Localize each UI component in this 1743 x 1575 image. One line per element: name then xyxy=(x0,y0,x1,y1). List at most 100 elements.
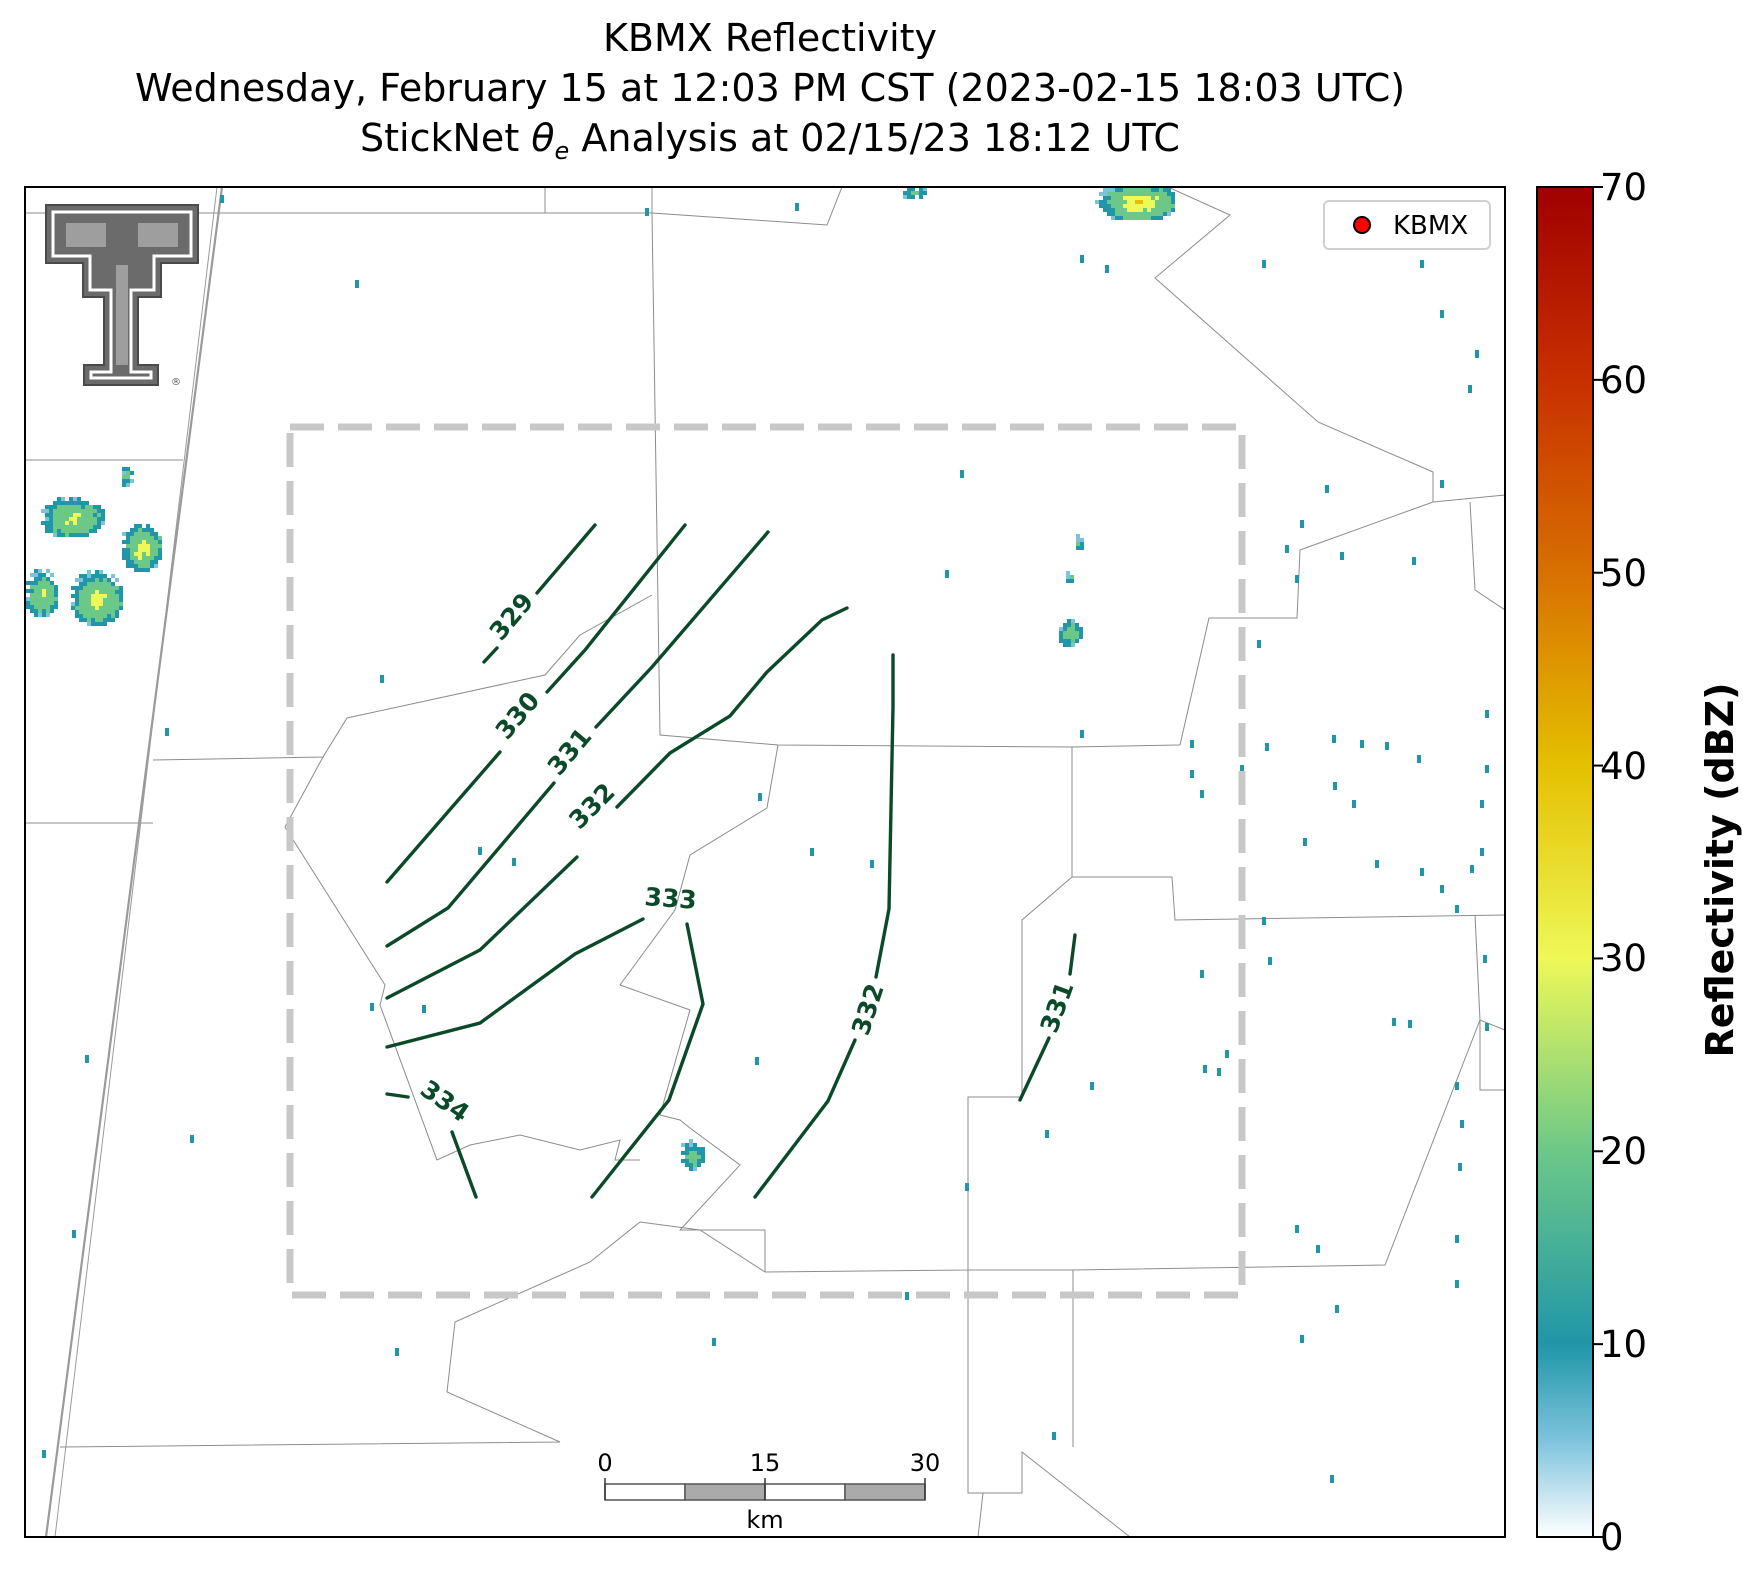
theta-e-contours xyxy=(385,523,1077,1199)
echo-speck xyxy=(1408,1020,1412,1028)
echo-speck xyxy=(1340,552,1344,560)
echo-speck xyxy=(1412,557,1416,565)
echo-speck xyxy=(1300,1335,1304,1343)
echo-speck xyxy=(42,1450,46,1458)
echo-speck xyxy=(1420,868,1424,876)
kbmx-marker-icon xyxy=(1353,216,1371,234)
echo-speck xyxy=(905,1292,909,1300)
echo-speck xyxy=(478,847,482,855)
echo-speck xyxy=(355,280,359,288)
contour-line-332b xyxy=(753,653,895,1199)
echo-speck xyxy=(1080,730,1084,738)
echo-speck xyxy=(1240,765,1244,773)
echo-speck xyxy=(1295,575,1299,583)
echo-speck xyxy=(165,728,169,736)
scale-tick-0: 0 xyxy=(597,1449,612,1477)
echo-cell xyxy=(903,187,927,199)
echo-cell xyxy=(1076,534,1084,550)
echo-speck xyxy=(1295,1225,1299,1233)
echo-speck xyxy=(945,570,949,578)
echo-speck xyxy=(712,1338,716,1346)
echo-speck xyxy=(1455,1082,1459,1090)
echo-cell xyxy=(71,570,123,626)
scale-unit: km xyxy=(746,1506,783,1534)
echo-cell xyxy=(41,497,105,537)
title-datetime: Wednesday, February 15 at 12:03 PM CST (… xyxy=(134,66,1406,110)
title-analysis-prefix: StickNet xyxy=(360,116,532,160)
colorbar-tick-20: 20 xyxy=(1600,1130,1648,1174)
legend: KBMX xyxy=(1323,200,1491,250)
echo-speck xyxy=(1468,385,1472,393)
echo-cell xyxy=(1066,571,1074,583)
echo-speck xyxy=(1480,848,1484,856)
echo-speck xyxy=(1052,1432,1056,1440)
colorbar-tick-40: 40 xyxy=(1600,744,1648,788)
echo-speck xyxy=(1300,520,1304,528)
colorbar-label: Reflectivity (dBZ) xyxy=(1698,682,1742,1058)
echo-speck xyxy=(1265,743,1269,751)
echo-speck xyxy=(220,195,224,203)
echo-speck xyxy=(1262,917,1266,925)
theta-symbol: θ xyxy=(531,116,555,160)
echo-cell xyxy=(681,1139,705,1171)
echo-speck xyxy=(72,1230,76,1238)
echo-speck xyxy=(1203,1065,1207,1073)
echo-speck xyxy=(755,1057,759,1065)
echo-speck xyxy=(1483,955,1487,963)
colorbar-tick-30: 30 xyxy=(1600,937,1648,981)
echo-speck xyxy=(1375,860,1379,868)
echo-speck xyxy=(1190,770,1194,778)
echo-speck xyxy=(1285,545,1289,553)
echo-speck xyxy=(1257,640,1261,648)
echo-cell xyxy=(1095,187,1175,220)
echo-speck xyxy=(1316,1245,1320,1253)
echo-speck xyxy=(1325,485,1329,493)
echo-speck xyxy=(965,1183,969,1191)
contour-label-333: 333 xyxy=(644,882,698,915)
echo-speck xyxy=(370,1003,374,1011)
echo-speck xyxy=(1225,1050,1229,1058)
contour-line-334 xyxy=(385,1092,478,1199)
echo-speck xyxy=(380,675,384,683)
echo-speck xyxy=(1475,350,1479,358)
echo-speck xyxy=(1332,735,1336,743)
echo-speck xyxy=(1460,1120,1464,1128)
theta-subscript: e xyxy=(554,137,570,165)
contour-line-333 xyxy=(385,917,705,1199)
state-border xyxy=(44,186,224,1538)
echo-cell xyxy=(122,524,162,572)
echo-speck xyxy=(1045,1130,1049,1138)
echo-speck xyxy=(1455,1235,1459,1243)
scale-tick-30: 30 xyxy=(910,1449,941,1477)
echo-speck xyxy=(960,470,964,478)
echo-speck xyxy=(1217,1068,1221,1076)
echo-speck xyxy=(1440,480,1444,488)
echo-speck xyxy=(1360,740,1364,748)
map-frame-background xyxy=(25,187,1505,1537)
echo-speck xyxy=(512,858,516,866)
svg-text:®: ® xyxy=(171,377,181,388)
echo-speck xyxy=(1105,265,1109,273)
echo-speck xyxy=(1485,765,1489,773)
echo-speck xyxy=(1385,742,1389,750)
colorbar-tick-60: 60 xyxy=(1600,358,1648,402)
echo-speck xyxy=(795,203,799,211)
echo-speck xyxy=(758,793,762,801)
echo-cell xyxy=(122,467,134,487)
colorbar-tick-10: 10 xyxy=(1600,1323,1648,1367)
colorbar-tick-70: 70 xyxy=(1600,166,1648,209)
map-frame xyxy=(24,186,1506,1538)
title-analysis-suffix: Analysis at 02/15/23 18:12 UTC xyxy=(569,116,1180,160)
echo-speck xyxy=(1268,957,1272,965)
echo-speck xyxy=(1090,1082,1094,1090)
legend-label: KBMX xyxy=(1393,211,1468,241)
echo-speck xyxy=(1480,800,1484,808)
scale-tick-15: 15 xyxy=(750,1449,781,1477)
scale-bar: 0 15 30 km xyxy=(597,1449,940,1534)
echo-speck xyxy=(1440,310,1444,318)
contour-line-330 xyxy=(385,523,687,884)
colorbar xyxy=(1536,186,1603,1538)
title-radar: KBMX Reflectivity xyxy=(602,16,938,60)
echo-speck xyxy=(1455,905,1459,913)
